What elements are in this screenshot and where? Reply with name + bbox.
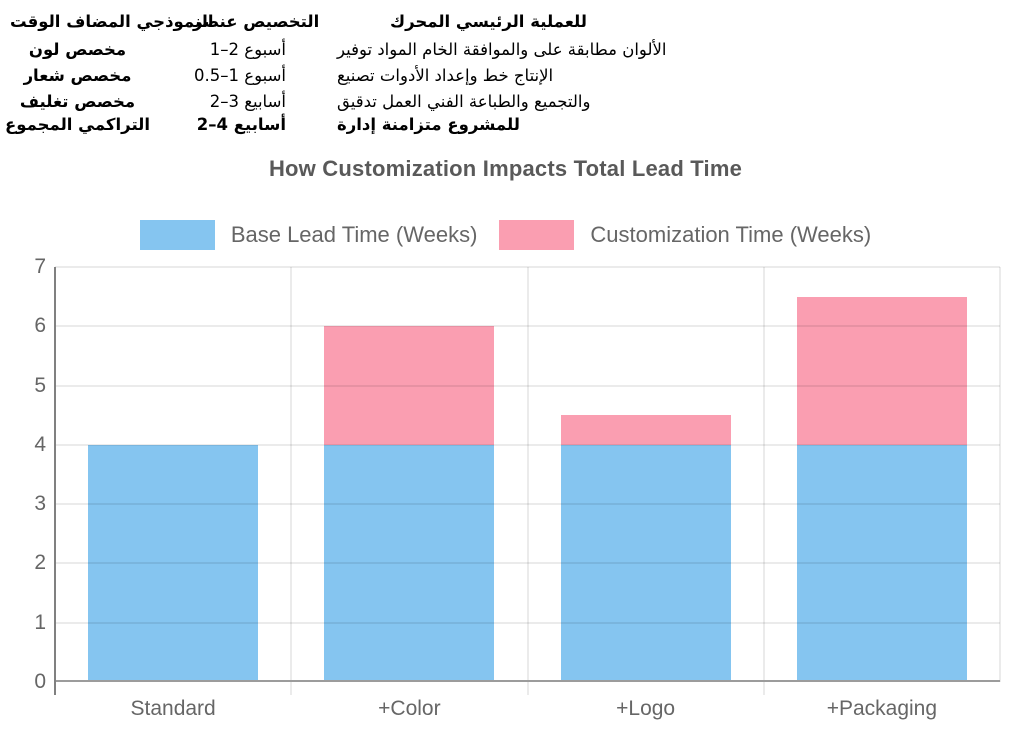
customization-time-bar xyxy=(324,326,495,445)
y-tick-label: 3 xyxy=(34,492,46,516)
customization-series-swatch xyxy=(499,220,575,250)
table-cell-driver: الإنتاج خط وإعداد الأدوات تصنيع xyxy=(337,66,554,85)
customization-time-bar xyxy=(796,296,967,445)
y-tick-label: 0 xyxy=(34,670,46,693)
x-tick-label: +Color xyxy=(378,697,441,720)
y-tick-label: 4 xyxy=(34,432,46,456)
base-lead-time-bar xyxy=(796,444,967,682)
y-axis-tick-labels: 0 1 2 3 4 5 6 7 xyxy=(0,255,46,693)
y-tick-label: 6 xyxy=(34,314,46,338)
y-tick-label: 2 xyxy=(34,551,46,575)
table-cell-time: أسبوع 1–0.5 xyxy=(193,66,286,85)
plot-area xyxy=(55,266,1001,695)
y-gridline xyxy=(55,443,1000,446)
y-gridline xyxy=(55,503,1000,506)
x-tick-label: +Logo xyxy=(616,697,676,720)
table-cell-time: أسابيع 3–2 xyxy=(209,92,286,111)
legend-item-customization: Customization Time (Weeks) xyxy=(499,220,871,250)
table-cell-element-total: التراكمي المجموع xyxy=(4,115,151,134)
table-cell-element: مخصص تغليف xyxy=(19,92,136,111)
x-axis-tick-labels: Standard +Color +Logo +Packaging xyxy=(55,696,1000,726)
plot-right-border xyxy=(999,267,1001,682)
customization-info-table: النموذجي المضاف الوقت التخصيص عنصر للعمل… xyxy=(0,0,1011,150)
y-tick-label: 1 xyxy=(34,610,46,634)
y-axis-line xyxy=(54,267,56,695)
header-typical-added-time: النموذجي المضاف الوقت xyxy=(10,12,214,31)
y-tick-label: 5 xyxy=(34,373,46,397)
category-boundary-gridline xyxy=(290,267,293,695)
customization-time-bar xyxy=(560,415,731,445)
base-series-swatch xyxy=(139,220,215,250)
chart-title: How Customization Impacts Total Lead Tim… xyxy=(268,156,743,181)
y-gridline xyxy=(55,325,1000,328)
y-gridline xyxy=(55,562,1000,565)
x-axis-line xyxy=(55,680,1000,682)
customization-series-label: Customization Time (Weeks) xyxy=(590,222,872,247)
table-cell-driver: والتجميع والطباعة الفني العمل تدقيق xyxy=(337,92,591,111)
chart-legend: Base Lead Time (Weeks) Customization Tim… xyxy=(0,220,1011,250)
base-lead-time-bar xyxy=(560,444,731,682)
legend-item-base: Base Lead Time (Weeks) xyxy=(139,220,478,250)
category-boundary-gridline xyxy=(762,267,765,695)
x-tick-label: Standard xyxy=(130,697,216,720)
y-gridline xyxy=(55,384,1000,387)
table-cell-driver: الألوان مطابقة على والموافقة الخام الموا… xyxy=(337,40,667,59)
table-cell-element: مخصص لون xyxy=(28,40,127,59)
y-gridline xyxy=(55,266,1000,268)
y-gridline xyxy=(55,621,1000,624)
table-cell-driver-total: للمشروع متزامنة إدارة xyxy=(337,115,520,134)
header-main-process-driver: للعملية الرئيسي المحرك xyxy=(390,12,587,31)
header-customization-element: التخصيص عنصر xyxy=(193,12,320,31)
base-lead-time-bar xyxy=(324,444,495,682)
y-tick-label: 7 xyxy=(34,255,46,278)
table-cell-time-total: أسابيع 4–2 xyxy=(196,115,286,134)
base-series-label: Base Lead Time (Weeks) xyxy=(230,222,478,247)
category-boundary-gridline xyxy=(526,267,529,695)
table-cell-time: أسبوع 2–1 xyxy=(209,40,286,59)
x-tick-label: +Packaging xyxy=(826,697,938,720)
base-lead-time-bar xyxy=(88,444,259,682)
table-cell-element: مخصص شعار xyxy=(23,66,132,85)
